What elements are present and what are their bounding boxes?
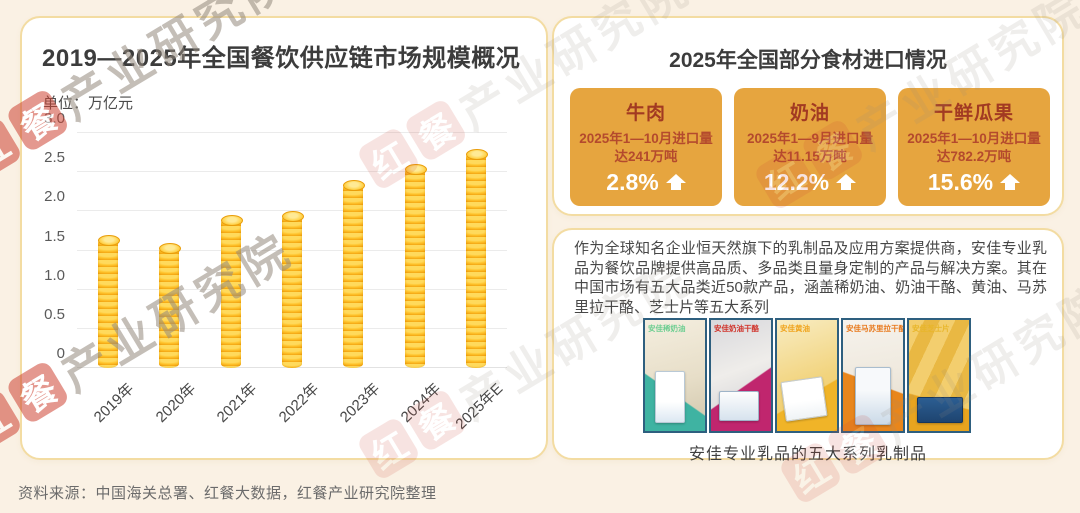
chart-column: 2025年E xyxy=(452,133,506,433)
x-axis-label: 2025年E xyxy=(452,380,507,433)
growth-percent: 2.8% xyxy=(606,169,659,195)
y-axis-tick: 1.0 xyxy=(44,266,65,284)
chart-column: 2020年 xyxy=(152,133,199,426)
import-panel: 2025年全国部分食材进口情况 牛肉 2025年1—10月进口量达241万吨 2.8… xyxy=(552,16,1064,216)
import-panel-title: 2025年全国部分食材进口情况 xyxy=(669,49,947,72)
product-thumb: 安佳黄油 xyxy=(775,318,839,433)
y-axis-tick: 0 xyxy=(56,345,65,362)
product-label: 安佳奶油干酪 xyxy=(714,324,759,333)
x-axis-label: 2019年 xyxy=(90,380,138,426)
import-card-name: 奶油 xyxy=(789,103,830,124)
chart-column: 2022年 xyxy=(275,133,322,426)
import-card-growth: 12.2% xyxy=(742,169,878,196)
arrow-up-icon xyxy=(1000,174,1021,191)
chart-title: 2019—2025年全国餐饮供应链市场规模概况 xyxy=(42,45,521,72)
import-card: 奶油 2025年1—9月进口量达11.15万吨 12.2% xyxy=(734,88,886,206)
y-axis-tick: 2.0 xyxy=(44,188,65,206)
product-thumb: 安佳稀奶油 xyxy=(643,318,707,433)
product-pack xyxy=(780,376,828,422)
import-card-growth: 2.8% xyxy=(578,169,714,196)
product-strip-caption: 安佳专业乳品的五大系列乳制品 xyxy=(688,446,927,463)
product-pack xyxy=(855,367,891,425)
x-axis-label: 2024年 xyxy=(398,380,445,426)
import-card-name: 牛肉 xyxy=(625,103,666,124)
chart-column: 2024年 xyxy=(398,133,445,426)
chart-column: 2021年 xyxy=(214,133,260,426)
chart-gridline xyxy=(77,132,507,133)
y-axis-tick: 2.5 xyxy=(44,149,65,167)
y-axis-tick: 1.5 xyxy=(44,227,65,245)
arrow-up-icon xyxy=(665,174,686,191)
market-size-panel: 2019—2025年全国餐饮供应链市场规模概况 单位：万亿元 0 0.5 1.0 1.… xyxy=(20,16,548,460)
bar-2020年 xyxy=(159,242,182,368)
bar-2024年 xyxy=(404,164,427,368)
product-pack xyxy=(655,371,685,423)
product-label: 安佳稀奶油 xyxy=(648,324,686,333)
x-axis-label: 2020年 xyxy=(152,380,200,426)
import-card: 牛肉 2025年1—10月进口量达241万吨 2.8% xyxy=(570,88,722,206)
import-card-desc: 2025年1—10月进口量达782.2万吨 xyxy=(907,131,1041,165)
chart-gridline xyxy=(77,210,507,212)
x-axis-label: 2023年 xyxy=(336,380,384,426)
chart-column: 2023年 xyxy=(337,133,383,426)
product-strip: 安佳稀奶油 安佳奶油干酪 安佳黄油 安佳马苏里拉干酪 安佳芝士片 xyxy=(643,318,973,433)
growth-percent: 12.2% xyxy=(763,169,830,195)
import-card-desc: 2025年1—9月进口量达11.15万吨 xyxy=(746,131,874,165)
x-axis-label: 2021年 xyxy=(213,380,261,426)
bar-2023年 xyxy=(343,179,366,368)
product-thumb: 安佳马苏里拉干酪 xyxy=(841,318,905,433)
brand-panel: 作为全球知名企业恒天然旗下的乳制品及应用方案提供商，安佳专业乳品为餐饮品牌提供高… xyxy=(552,228,1064,463)
product-pack xyxy=(719,391,759,421)
import-card-desc: 2025年1—10月进口量达241万吨 xyxy=(579,131,713,165)
import-card: 干鲜瓜果 2025年1—10月进口量达782.2万吨 15.6% xyxy=(898,88,1050,206)
chart-column: 2019年 xyxy=(91,133,138,426)
x-axis-label: 2022年 xyxy=(275,380,322,426)
brand-paragraph: 作为全球知名企业恒天然旗下的乳制品及应用方案提供商，安佳专业乳品为餐饮品牌提供高… xyxy=(574,240,1047,316)
y-axis-tick: 0.5 xyxy=(44,305,65,323)
source-note: 资料来源：中国海关总署、红餐大数据，红餐产业研究院整理 xyxy=(18,485,437,502)
arrow-up-icon xyxy=(836,174,857,191)
product-label: 安佳黄油 xyxy=(780,324,810,333)
growth-percent: 15.6% xyxy=(927,169,994,195)
chart-gridline xyxy=(77,171,507,173)
import-card-name: 干鲜瓜果 xyxy=(933,103,1014,124)
bar-2021年 xyxy=(220,215,243,368)
import-cards: 牛肉 2025年1—10月进口量达241万吨 2.8% 奶油 2025年1—9月进口量达… xyxy=(570,88,1050,206)
product-thumb: 安佳奶油干酪 xyxy=(709,318,773,433)
bar-2019年 xyxy=(97,234,120,368)
bar-2022年 xyxy=(281,211,304,368)
product-pack xyxy=(917,397,963,423)
product-thumb: 安佳芝士片 xyxy=(907,318,971,433)
product-label: 安佳马苏里拉干酪 xyxy=(846,324,905,333)
import-card-growth: 15.6% xyxy=(906,169,1042,196)
chart-bars: 2019年 2020年 2021年 2022年 2023年 2024年 2025年E xyxy=(77,133,507,433)
y-axis-tick: 3.0 xyxy=(44,110,65,127)
bar-2025年E xyxy=(466,148,489,368)
chart-plot: 0 0.5 1.0 1.5 2.0 2.5 3.0 2019年 2020年 2021年 2022年 2… xyxy=(44,111,507,433)
product-label: 安佳芝士片 xyxy=(912,324,950,333)
